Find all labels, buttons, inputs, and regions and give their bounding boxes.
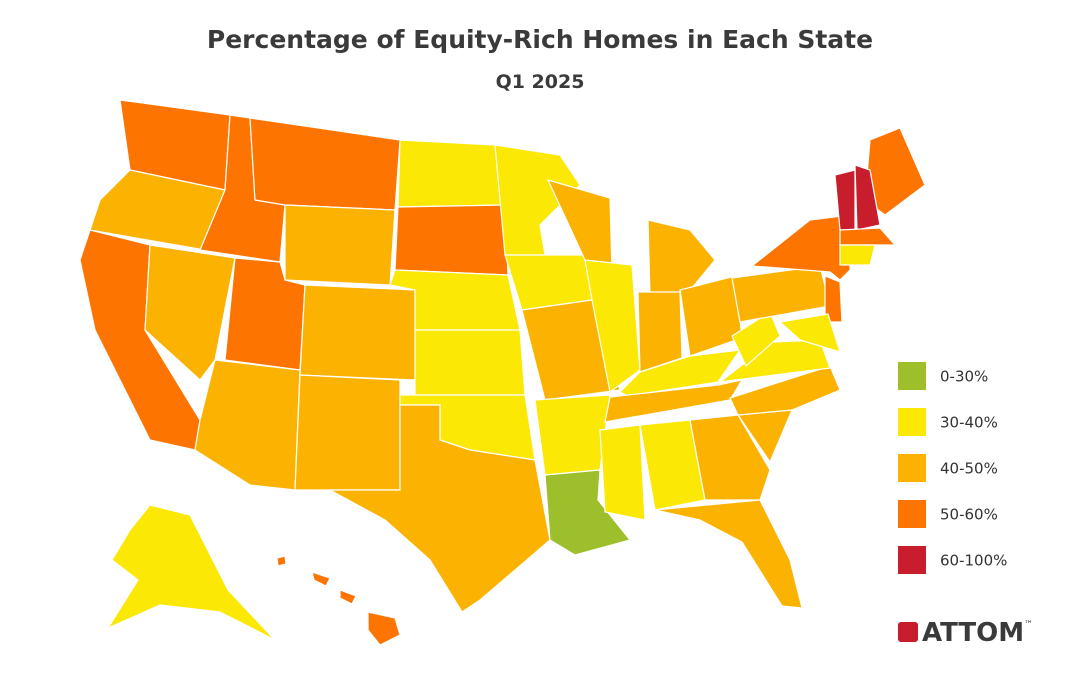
state — [599, 424, 646, 521]
state — [731, 265, 831, 323]
logo-mark: ™ — [1024, 620, 1033, 630]
subtitle: Q1 2025 — [496, 71, 585, 93]
state — [839, 227, 896, 246]
state — [637, 291, 683, 373]
legend-swatch — [898, 500, 926, 528]
state — [839, 244, 876, 266]
legend-label: 60-100% — [940, 552, 1007, 570]
state — [414, 329, 526, 396]
state — [294, 374, 401, 491]
legend-label: 0-30% — [940, 368, 988, 386]
state — [367, 611, 401, 646]
state — [534, 394, 611, 476]
state — [824, 275, 843, 323]
state — [584, 259, 641, 393]
legend-swatch — [898, 546, 926, 574]
state — [394, 204, 509, 276]
state — [311, 571, 331, 587]
state — [544, 469, 631, 556]
state — [144, 244, 236, 381]
title: Percentage of Equity-Rich Homes in Each … — [207, 25, 873, 54]
state — [194, 359, 301, 491]
state — [654, 499, 803, 609]
legend-label: 50-60% — [940, 506, 998, 524]
state-map — [79, 99, 926, 646]
state — [299, 284, 416, 381]
state — [276, 555, 287, 567]
legend: 0-30% 30-40% 40-50% 50-60% 60-100% — [898, 362, 1007, 574]
state — [397, 139, 506, 208]
state — [521, 299, 621, 401]
state — [604, 379, 743, 423]
state — [751, 214, 851, 281]
state — [249, 117, 401, 211]
state — [779, 313, 841, 353]
logo-icon — [898, 622, 918, 642]
legend-label: 40-50% — [940, 460, 998, 478]
state — [284, 204, 396, 286]
state — [729, 365, 841, 416]
legend-swatch — [898, 454, 926, 482]
state — [731, 311, 781, 367]
state — [679, 275, 743, 357]
legend-swatch — [898, 362, 926, 390]
legend-swatch — [898, 408, 926, 436]
state — [647, 219, 716, 301]
logo: ATTOM ™ — [898, 618, 1033, 648]
state — [107, 504, 276, 641]
logo-text: ATTOM — [922, 618, 1024, 648]
state — [329, 404, 551, 613]
state — [89, 169, 226, 251]
state — [854, 164, 881, 231]
legend-label: 30-40% — [940, 414, 998, 432]
state — [689, 414, 771, 501]
state — [339, 589, 357, 605]
